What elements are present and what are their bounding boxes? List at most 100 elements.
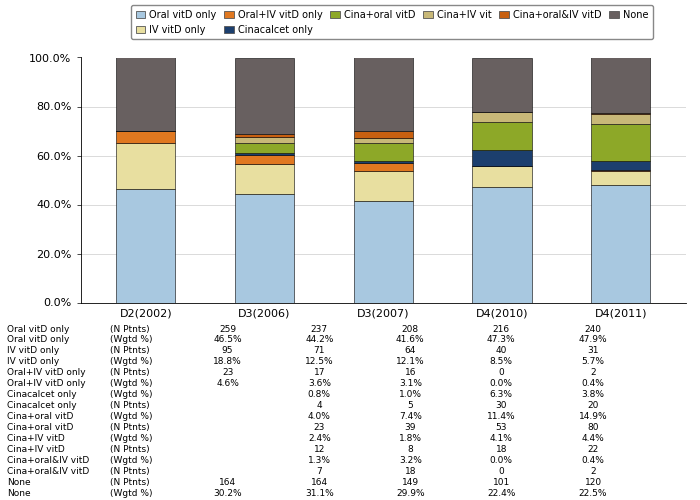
Text: (Wgtd %): (Wgtd %) — [111, 434, 153, 443]
Bar — [116, 142, 176, 188]
Text: 4.4%: 4.4% — [582, 434, 604, 443]
Text: 3.1%: 3.1% — [399, 379, 422, 388]
Text: 71: 71 — [314, 346, 325, 356]
Text: 18: 18 — [405, 467, 416, 476]
Bar — [591, 124, 650, 161]
Bar — [473, 186, 532, 302]
Bar — [591, 170, 650, 171]
Text: 16: 16 — [405, 368, 416, 378]
Text: (Wgtd %): (Wgtd %) — [111, 456, 153, 465]
Text: 1.0%: 1.0% — [399, 390, 422, 399]
Text: (N Ptnts): (N Ptnts) — [111, 368, 150, 378]
Text: (N Ptnts): (N Ptnts) — [111, 445, 150, 454]
Bar — [473, 58, 532, 112]
Bar — [473, 166, 532, 186]
Text: Oral vitD only: Oral vitD only — [7, 336, 69, 344]
Bar — [354, 171, 413, 200]
Text: (N Ptnts): (N Ptnts) — [111, 478, 150, 486]
Text: (Wgtd %): (Wgtd %) — [111, 358, 153, 366]
Text: 30: 30 — [496, 401, 507, 410]
Bar — [473, 112, 532, 122]
Text: 2: 2 — [590, 368, 596, 378]
Text: 40: 40 — [496, 346, 507, 356]
Text: 44.2%: 44.2% — [305, 336, 333, 344]
Bar — [234, 153, 294, 155]
Text: 22.5%: 22.5% — [579, 488, 608, 498]
Text: 47.9%: 47.9% — [579, 336, 608, 344]
Bar — [234, 58, 294, 134]
Text: 80: 80 — [587, 423, 598, 432]
Bar — [234, 137, 294, 143]
Text: 12.1%: 12.1% — [396, 358, 425, 366]
Text: 0.4%: 0.4% — [582, 456, 605, 465]
Text: (Wgtd %): (Wgtd %) — [111, 488, 153, 498]
Bar — [473, 150, 532, 166]
Text: 8.5%: 8.5% — [490, 358, 513, 366]
Text: 95: 95 — [222, 346, 233, 356]
Text: 20: 20 — [587, 401, 598, 410]
Bar — [591, 58, 650, 112]
Text: 164: 164 — [311, 478, 328, 486]
Text: Oral+IV vitD only: Oral+IV vitD only — [7, 379, 85, 388]
Text: (N Ptnts): (N Ptnts) — [111, 401, 150, 410]
Text: Oral vitD only: Oral vitD only — [7, 324, 69, 334]
Text: 149: 149 — [402, 478, 419, 486]
Text: None: None — [7, 478, 31, 486]
Text: 4.6%: 4.6% — [216, 379, 239, 388]
Text: 12: 12 — [314, 445, 325, 454]
Text: 47.3%: 47.3% — [487, 336, 516, 344]
Text: Cinacalcet only: Cinacalcet only — [7, 390, 76, 399]
Text: Cina+oral&IV vitD: Cina+oral&IV vitD — [7, 456, 89, 465]
Bar — [234, 155, 294, 164]
Text: 14.9%: 14.9% — [579, 412, 608, 421]
Text: 18: 18 — [496, 445, 507, 454]
Text: 0.0%: 0.0% — [490, 379, 513, 388]
Text: Cina+oral&IV vitD: Cina+oral&IV vitD — [7, 467, 89, 476]
Text: 101: 101 — [493, 478, 510, 486]
Text: 3.8%: 3.8% — [582, 390, 605, 399]
Text: 41.6%: 41.6% — [396, 336, 425, 344]
Text: Cina+oral vitD: Cina+oral vitD — [7, 423, 74, 432]
Bar — [234, 134, 294, 137]
Bar — [234, 143, 294, 153]
Text: Cina+IV vitD: Cina+IV vitD — [7, 445, 64, 454]
Text: 4.0%: 4.0% — [308, 412, 330, 421]
Text: 0.0%: 0.0% — [490, 456, 513, 465]
Text: 31: 31 — [587, 346, 598, 356]
Text: (N Ptnts): (N Ptnts) — [111, 467, 150, 476]
Text: 23: 23 — [222, 368, 233, 378]
Text: IV vitD only: IV vitD only — [7, 358, 60, 366]
Text: 8: 8 — [407, 445, 413, 454]
Text: 0: 0 — [498, 467, 504, 476]
Text: 4: 4 — [316, 401, 322, 410]
Bar — [116, 131, 176, 142]
Text: 1.8%: 1.8% — [399, 434, 422, 443]
Text: 7.4%: 7.4% — [399, 412, 421, 421]
Legend: Oral vitD only, IV vitD only, Oral+IV vitD only, Cinacalcet only, Cina+oral vitD: Oral vitD only, IV vitD only, Oral+IV vi… — [131, 5, 653, 40]
Bar — [116, 58, 176, 131]
Text: 64: 64 — [405, 346, 416, 356]
Bar — [354, 58, 413, 130]
Text: (Wgtd %): (Wgtd %) — [111, 390, 153, 399]
Text: 237: 237 — [311, 324, 328, 334]
Text: 5.7%: 5.7% — [582, 358, 605, 366]
Text: 6.3%: 6.3% — [490, 390, 513, 399]
Text: (N Ptnts): (N Ptnts) — [111, 324, 150, 334]
Bar — [591, 185, 650, 302]
Bar — [354, 138, 413, 143]
Bar — [354, 164, 413, 171]
Text: None: None — [7, 488, 31, 498]
Text: 7: 7 — [316, 467, 322, 476]
Text: 53: 53 — [496, 423, 507, 432]
Bar — [234, 194, 294, 302]
Text: 29.9%: 29.9% — [396, 488, 425, 498]
Text: 4.1%: 4.1% — [490, 434, 513, 443]
Text: (Wgtd %): (Wgtd %) — [111, 336, 153, 344]
Text: 17: 17 — [314, 368, 325, 378]
Bar — [234, 164, 294, 194]
Text: 259: 259 — [219, 324, 236, 334]
Text: 22.4%: 22.4% — [487, 488, 515, 498]
Bar — [354, 143, 413, 161]
Text: 31.1%: 31.1% — [305, 488, 334, 498]
Bar — [591, 112, 650, 114]
